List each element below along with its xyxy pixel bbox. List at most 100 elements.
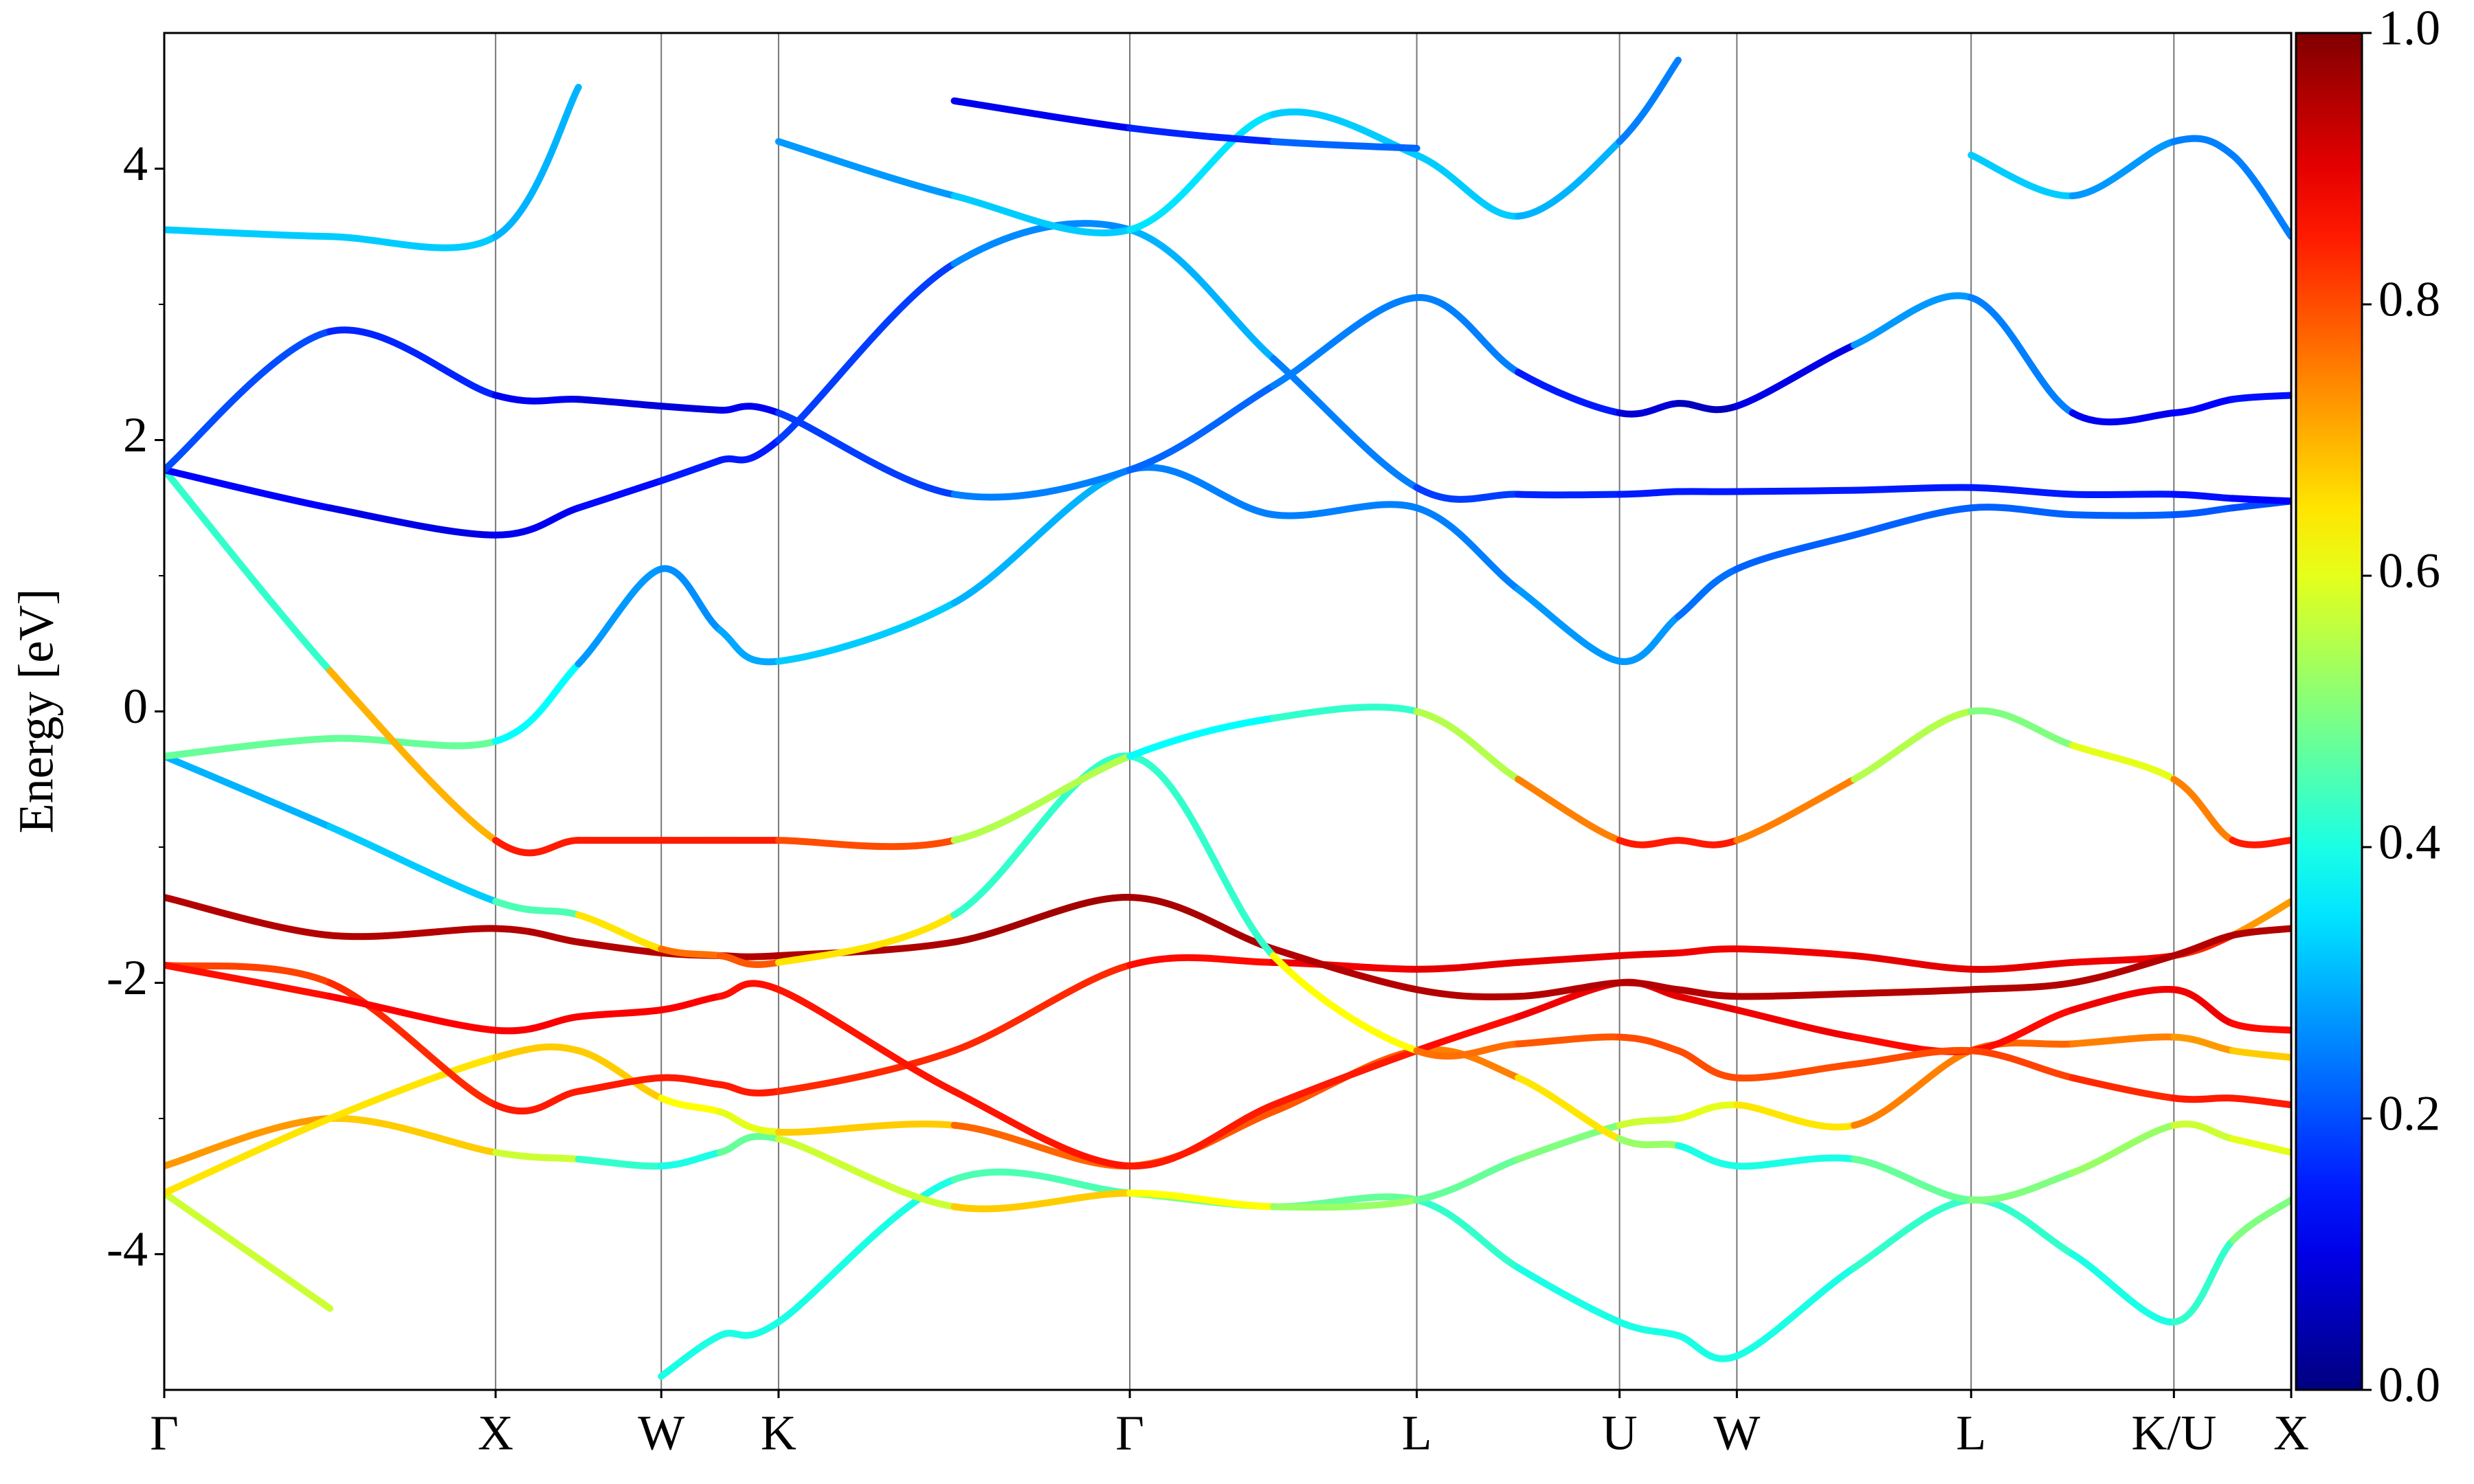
band-segment [1126,382,1277,473]
band-segment [1126,124,1277,145]
band-segment [492,1013,582,1035]
band-segment [1515,368,1623,416]
band-segment [1269,945,1420,993]
band-segment [492,504,582,539]
band-segment [326,667,500,844]
band-segment [774,1120,958,1136]
band-segment [575,1007,665,1020]
y-tick-label: 4 [123,136,148,191]
band-segment [1413,504,1522,593]
band-segment [575,396,665,410]
colorbar-tick-label: 0.4 [2378,815,2440,870]
band-segment [658,1094,724,1116]
band-segment [1515,1033,1623,1048]
band-segment [1616,400,1682,418]
band-segment [1126,226,1277,362]
band-segment [1126,464,1277,519]
band-segment [164,961,334,1000]
band-segment [1968,504,2076,519]
y-tick-label: 0 [123,679,148,734]
band-segment [2170,932,2236,959]
band-segment [2170,1237,2236,1326]
band-segment [575,477,665,512]
colorbar-tick-label: 0.6 [2378,543,2440,598]
band-segment [1968,151,2076,200]
band-segment [716,1318,782,1339]
band-segment [658,403,724,414]
band-segment [492,1149,582,1163]
band-segment [774,986,958,1095]
band-segment [1269,1196,1420,1211]
band-segment [950,1168,1134,1197]
colorbar-tick-label: 0.8 [2378,272,2440,327]
band-segment [1733,945,1858,959]
band-segment [2229,151,2291,240]
band-segment [1616,837,1682,848]
band-segment [1675,565,1741,620]
band-segment [1733,1154,1858,1170]
band-segment [950,894,1134,946]
x-tick-label: K [761,1406,796,1461]
band-segment [2069,985,2178,1013]
band-segment [1616,979,1682,993]
band-segment [1733,1007,1858,1041]
band-segment [1968,707,2076,749]
band-segment [1413,1196,1522,1272]
band-segment [2229,925,2291,939]
band-segment [716,627,782,666]
band-segment [950,220,1134,267]
band-segment [1675,837,1741,848]
band-segment [1515,1074,1623,1143]
band-segment [2229,495,2291,505]
band-segment [575,938,665,957]
band-segment [1733,486,1858,495]
band-segment [774,911,958,966]
band-segment [575,1047,665,1102]
band-segment [2229,392,2291,403]
band-segment [164,752,334,831]
band-segment [1515,1121,1623,1163]
band-segment [774,260,958,444]
band-segment [164,735,334,760]
band-segment [1269,355,1420,491]
band-segment [1733,1264,1858,1360]
band-segment [326,979,500,1109]
band-segment [950,97,1134,132]
colorbar-tick-label: 1.0 [2378,1,2440,56]
band-segment [1616,488,1682,498]
band-segment [326,233,500,251]
band-segment [1413,958,1522,973]
band-segment [950,1189,1134,1213]
band-segment [1269,501,1420,519]
band-segment [2170,396,2236,416]
band-segment [1515,979,1623,1000]
band-segment [1269,704,1420,722]
band-segment [2069,1121,2178,1176]
band-segment [164,226,334,240]
band-segment [1733,990,1858,1000]
band-segment [2170,504,2236,519]
band-segment [950,466,1134,501]
band-segment [774,1135,958,1211]
y-tick-label: -4 [107,1222,148,1277]
colorbar [2295,32,2363,1391]
band-segment [1126,1189,1277,1211]
band-segment [716,980,782,1000]
band-segment [658,1332,724,1380]
band-segment [326,326,500,399]
band-segment [1968,484,2076,498]
band-segment [326,993,500,1034]
band-segment [1851,504,1975,539]
band-segment [492,1088,582,1115]
band-segment [1269,294,1420,390]
x-tick-label: W [1713,1406,1760,1461]
band-segment [1968,1047,2076,1081]
band-segment [1733,531,1858,573]
band-segment [2069,409,2178,426]
x-tick-label: U [1602,1406,1638,1461]
band-segment [1851,1046,1975,1068]
band-segment [2069,1033,2178,1048]
band-segment [1515,952,1623,966]
band-segment [1851,1196,1975,1272]
band-segment [164,894,334,939]
